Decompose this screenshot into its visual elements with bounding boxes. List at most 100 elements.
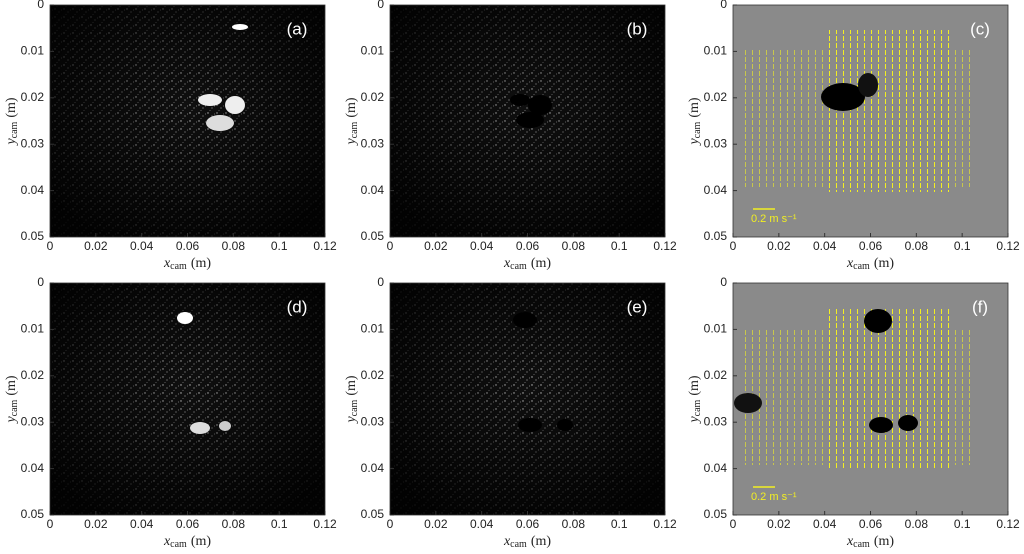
x-tick-label: 0.12 (653, 239, 677, 253)
axis-subscript: cam (170, 539, 187, 550)
x-tick-label: 0.12 (313, 239, 337, 253)
panel: (d) 0 0.02 0.04 0.06 0.08 0.1 0.12 0 0.01 0.02 0.03… (4, 275, 337, 550)
axis-subscript: cam (9, 399, 20, 416)
axis-subscript: cam (349, 121, 360, 138)
y-tick-label: 0 (37, 0, 44, 11)
y-tick-label: 0 (720, 0, 727, 11)
axis-unit: (m) (4, 375, 19, 396)
y-tick-label: 0.05 (21, 507, 45, 521)
y-tick-label: 0.03 (21, 136, 45, 150)
axis-unit: (m) (687, 97, 702, 118)
x-tick-label: 0.04 (130, 239, 154, 253)
y-tick-label: 0.02 (704, 90, 728, 104)
axis-subscript: cam (349, 399, 360, 416)
blob (516, 112, 544, 128)
y-tick-label: 0.03 (704, 136, 728, 150)
axis-symbol: y (687, 138, 702, 147)
x-tick-label: 0 (387, 239, 394, 253)
vector-field-dense (823, 308, 953, 470)
y-tick-label: 0.03 (361, 414, 385, 428)
axis-symbol: y (344, 138, 359, 147)
blob (206, 115, 234, 131)
axis-unit: (m) (4, 97, 19, 118)
axis-symbol: x (163, 256, 171, 271)
axis-subscript: cam (692, 399, 703, 416)
axis-subscript: cam (853, 261, 870, 272)
x-tick-label: 0.02 (84, 517, 108, 531)
y-tick-label: 0.04 (704, 183, 728, 197)
x_label-label: xcam (m) (163, 534, 211, 550)
panel-label: (a) (287, 19, 308, 38)
y-tick-label: 0.01 (21, 322, 45, 336)
axis-symbol: y (344, 416, 359, 425)
x-tick-label: 0.1 (271, 239, 288, 253)
panel: (b) 0 0.02 0.04 0.06 0.08 0.1 0.12 0 0.01 0.02 0.03… (344, 0, 677, 272)
panel: (a) 0 0.02 0.04 0.06 0.08 0.1 0.12 0 0.01 0.02 0.03… (4, 0, 337, 272)
x-tick-label: 0.08 (905, 239, 929, 253)
x-tick-label: 0.08 (905, 517, 929, 531)
y-tick-label: 0.01 (704, 322, 728, 336)
panel: (c)0.2 m s⁻¹0 0.02 0.04 0.06 0.08 0.1 0.1200.0… (687, 0, 1020, 272)
axis-unit: (m) (344, 97, 359, 118)
x-tick-label: 0.04 (470, 517, 494, 531)
x-tick-label: 0.06 (176, 239, 200, 253)
y-tick-label: 0.04 (361, 183, 385, 197)
panel-label: (d) (287, 297, 308, 316)
panel: (e) 0 0.02 0.04 0.06 0.08 0.1 0.12 0 0.01 0.02 0.03… (344, 275, 677, 550)
x-tick-label: 0.12 (996, 517, 1020, 531)
x-tick-label: 0.04 (813, 517, 837, 531)
x-tick-label: 0.1 (271, 517, 288, 531)
blob (198, 94, 222, 106)
y-tick-label: 0.01 (361, 44, 385, 58)
blob (898, 415, 918, 431)
y_label-label: ycam (m) (344, 375, 360, 424)
blob (864, 309, 892, 333)
axis-unit: (m) (191, 256, 212, 271)
y-tick-label: 0.03 (21, 414, 45, 428)
x-tick-label: 0.04 (813, 239, 837, 253)
x_label-label: xcam (m) (163, 256, 211, 272)
y_label-label: ycam (m) (4, 97, 20, 146)
blob (858, 73, 878, 97)
x-tick-label: 0 (730, 239, 737, 253)
x-tick-label: 0.02 (424, 239, 448, 253)
x-tick-label: 0.12 (313, 517, 337, 531)
axis-symbol: y (4, 416, 19, 425)
axis-subscript: cam (510, 539, 527, 550)
panel: (f)0.2 m s⁻¹0 0.02 0.04 0.06 0.08 0.1 0.1200.0… (687, 275, 1020, 550)
y-tick-label: 0.02 (21, 90, 45, 104)
x-tick-label: 0.04 (130, 517, 154, 531)
scale-label: 0.2 m s⁻¹ (751, 213, 797, 225)
axis-unit: (m) (687, 375, 702, 396)
blob (734, 393, 762, 413)
blob (869, 417, 893, 433)
y-tick-label: 0.04 (361, 461, 385, 475)
x-tick-label: 0 (47, 239, 54, 253)
y-tick-label: 0.02 (21, 368, 45, 382)
y-tick-label: 0.02 (361, 90, 385, 104)
x-tick-label: 0.06 (859, 517, 883, 531)
y-tick-label: 0 (377, 0, 384, 11)
x-tick-label: 0.08 (222, 517, 246, 531)
y-tick-label: 0.01 (704, 44, 728, 58)
y-tick-label: 0.04 (21, 183, 45, 197)
x_label-label: xcam (m) (846, 534, 894, 550)
x-tick-label: 0.08 (562, 517, 586, 531)
y_label-label: ycam (m) (344, 97, 360, 146)
y-tick-label: 0.01 (361, 322, 385, 336)
scale-label: 0.2 m s⁻¹ (751, 491, 797, 503)
axis-subscript: cam (170, 261, 187, 272)
y-tick-label: 0.05 (361, 229, 385, 243)
axis-symbol: y (4, 138, 19, 147)
y_label-label: ycam (m) (687, 375, 703, 424)
x_label-label: xcam (m) (846, 256, 894, 272)
x-tick-label: 0.06 (516, 517, 540, 531)
axis-unit: (m) (191, 534, 212, 549)
vector-field-dense (823, 30, 953, 192)
axis-symbol: x (503, 256, 511, 271)
y-tick-label: 0.01 (21, 44, 45, 58)
blob (219, 421, 231, 431)
blob (518, 418, 542, 432)
